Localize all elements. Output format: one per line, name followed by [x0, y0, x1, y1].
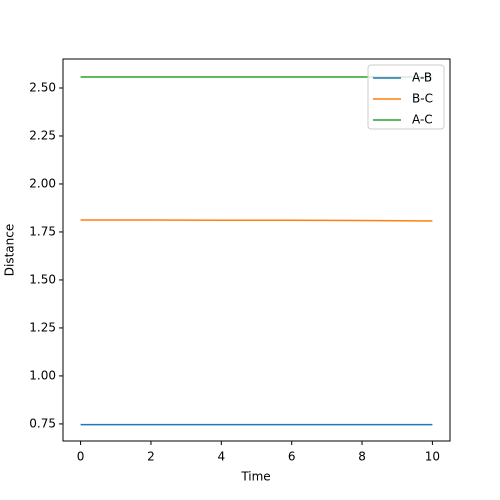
- x-tick-label: 8: [358, 450, 366, 464]
- legend-label: B-C: [412, 92, 433, 106]
- legend-label: A-C: [412, 113, 433, 127]
- x-tick-label: 2: [147, 450, 155, 464]
- y-tick-label: 1.25: [29, 320, 56, 334]
- x-tick-label: 6: [288, 450, 296, 464]
- y-tick-label: 2.25: [29, 128, 56, 142]
- y-tick-label: 2.00: [29, 176, 56, 190]
- x-tick-label: 4: [217, 450, 225, 464]
- x-tick-label: 10: [425, 450, 440, 464]
- legend-label: A-B: [412, 71, 432, 85]
- y-tick-label: 0.75: [29, 416, 56, 430]
- x-tick-label: 0: [77, 450, 85, 464]
- x-axis-label: Time: [240, 470, 270, 484]
- axes-frame: [62, 58, 451, 442]
- y-tick-label: 1.75: [29, 224, 56, 238]
- line-series: [80, 219, 433, 222]
- legend-box: [367, 64, 445, 130]
- y-tick-label: 1.00: [29, 368, 56, 382]
- y-tick-label: 1.50: [29, 272, 56, 286]
- y-tick-label: 2.50: [29, 80, 56, 94]
- y-axis-label: Distance: [3, 224, 17, 276]
